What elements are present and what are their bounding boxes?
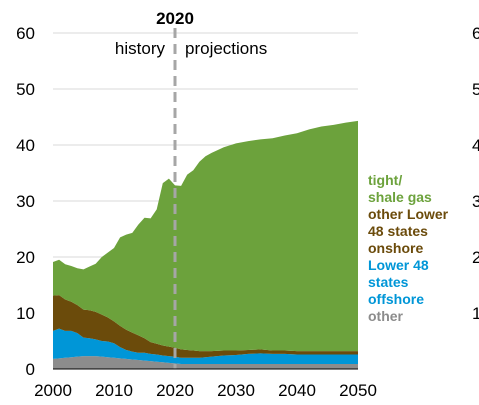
x-tick-label: 2000 bbox=[34, 381, 72, 400]
y-tick-label: 10 bbox=[16, 304, 35, 323]
right-axis-tick-label: 3 bbox=[472, 192, 479, 211]
right-axis-tick-label: 2 bbox=[472, 248, 479, 267]
y-tick-label: 60 bbox=[16, 24, 35, 43]
x-tick-label: 2030 bbox=[217, 381, 255, 400]
area-other bbox=[53, 356, 358, 369]
legend-label-line: other Lower bbox=[368, 206, 449, 222]
right-axis-tick-label: 4 bbox=[472, 136, 479, 155]
y-tick-label: 20 bbox=[16, 248, 35, 267]
legend-label-line: offshore bbox=[368, 291, 424, 307]
legend-entry: tight/shale gas bbox=[368, 172, 432, 205]
legend-label-line: other bbox=[368, 308, 404, 324]
legend-label-line: states bbox=[368, 274, 409, 290]
legend-entry: other bbox=[368, 308, 404, 324]
y-tick-label: 40 bbox=[16, 136, 35, 155]
right-axis-tick-label: 5 bbox=[472, 80, 479, 99]
area-lower-48-states-offshore bbox=[53, 328, 358, 364]
history-projection-divider: 2020 history projections bbox=[115, 9, 267, 369]
right-axis-tick-label: 1 bbox=[472, 304, 479, 323]
y-tick-label: 50 bbox=[16, 80, 35, 99]
y-tick-label: 30 bbox=[16, 192, 35, 211]
legend-label-line: onshore bbox=[368, 240, 423, 256]
legend-label-line: Lower 48 bbox=[368, 257, 429, 273]
right-axis-ticks: 6 5 4 3 2 1 bbox=[472, 24, 479, 323]
area-tight-shale-gas bbox=[53, 120, 358, 352]
divider-year-label: 2020 bbox=[156, 9, 194, 28]
projections-label: projections bbox=[185, 39, 267, 58]
x-tick-label: 2010 bbox=[95, 381, 133, 400]
legend-label-line: tight/ bbox=[368, 172, 402, 188]
stacked-areas bbox=[53, 120, 358, 369]
x-axis-ticks: 2000 2010 2020 2030 2040 2050 bbox=[34, 381, 377, 400]
y-axis-ticks: 0 10 20 30 40 50 60 bbox=[16, 24, 35, 379]
y-tick-label: 0 bbox=[26, 360, 35, 379]
x-tick-label: 2050 bbox=[339, 381, 377, 400]
area-other-lower-48-states-onshore bbox=[53, 295, 358, 358]
x-tick-label: 2040 bbox=[278, 381, 316, 400]
history-label: history bbox=[115, 39, 166, 58]
legend-label-line: 48 states bbox=[368, 223, 428, 239]
legend-label-line: shale gas bbox=[368, 189, 432, 205]
right-axis-tick-label: 6 bbox=[472, 24, 479, 43]
x-tick-label: 2020 bbox=[156, 381, 194, 400]
